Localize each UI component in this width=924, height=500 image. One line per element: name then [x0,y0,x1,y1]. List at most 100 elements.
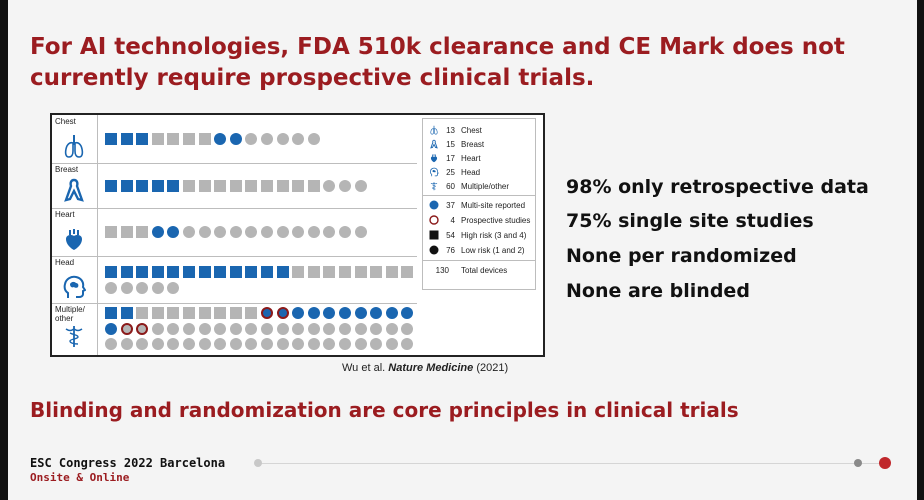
row-label: Breast [55,165,79,174]
device-marker [261,307,273,319]
device-marker [277,226,289,238]
device-marker [167,282,179,294]
device-marker [370,307,382,319]
device-marker [308,226,320,238]
device-marker [370,338,382,350]
device-marker [401,307,413,319]
legend-label: Multiple/other [461,182,510,191]
device-marker [323,180,335,192]
legend-label: Low risk (1 and 2) [461,246,525,255]
device-marker [245,338,257,350]
legend-item: 54 High risk (3 and 4) [423,229,535,243]
legend-count: 15 [446,140,455,149]
figure-legend: 13 Chest 15 Breast 17 Heart 25 Head 60 Multiple/o… [422,118,536,290]
device-marker [292,323,304,335]
progress-prev-dot [854,459,862,467]
legend-count: 130 [435,266,449,275]
device-marker [401,323,413,335]
row-label: Head [55,258,75,267]
legend-label: Total devices [461,266,508,275]
device-marker [214,180,226,192]
device-marker [183,226,195,238]
device-marker [121,180,133,192]
device-marker [183,307,195,319]
device-marker [105,323,117,335]
device-marker [152,266,164,278]
device-marker [105,133,117,145]
legend-count: 25 [446,168,455,177]
black-square-icon [429,230,439,240]
device-marker [308,266,320,278]
device-row-heart: Heart [52,208,417,257]
legend-label: Multi-site reported [461,201,526,210]
legend-item: 13 Chest [423,124,535,138]
device-marker [183,266,195,278]
device-marker [152,180,164,192]
device-marker [277,307,289,319]
legend-item: 37 Multi-site reported [423,199,535,213]
device-marker [121,226,133,238]
device-marker [355,307,367,319]
legend-count: 54 [446,231,455,240]
device-marker [386,266,398,278]
device-cells [105,115,417,163]
device-marker [105,282,117,294]
device-marker [401,266,413,278]
legend-label: High risk (3 and 4) [461,231,527,240]
device-marker [105,226,117,238]
legend-divider [423,260,535,261]
device-marker [339,323,351,335]
device-marker [152,226,164,238]
device-marker [245,180,257,192]
device-marker [136,323,148,335]
device-marker [230,266,242,278]
device-cells [105,256,417,303]
legend-item: 76 Low risk (1 and 2) [423,244,535,258]
core-principles-banner: Blinding and randomization are core prin… [30,398,739,422]
device-marker [199,323,211,335]
congress-name: ESC Congress 2022 Barcelona [30,456,226,470]
device-marker [292,338,304,350]
device-marker [167,338,179,350]
lungs-icon [429,125,439,135]
progress-start-dot [254,459,262,467]
device-marker [261,226,273,238]
device-marker [136,226,148,238]
legend-divider [423,195,535,196]
device-marker [261,133,273,145]
device-marker [277,133,289,145]
progress-current-dot[interactable] [879,457,891,469]
device-marker [214,226,226,238]
device-row-chest: Chest [52,115,417,164]
device-marker [167,226,179,238]
device-cells [105,163,417,208]
citation-authors: Wu et al. [342,362,386,374]
legend-label: Breast [461,140,485,149]
device-marker [105,266,117,278]
device-marker [121,307,133,319]
device-marker [292,133,304,145]
device-marker [261,180,273,192]
device-marker [308,338,320,350]
device-row-breast: Breast [52,163,417,209]
device-marker [183,133,195,145]
device-marker [339,307,351,319]
device-marker [121,133,133,145]
device-marker [230,133,242,145]
device-marker [370,323,382,335]
device-marker [167,266,179,278]
device-marker [292,266,304,278]
device-marker [308,323,320,335]
legend-label: Heart [461,154,481,163]
device-marker [308,180,320,192]
device-marker [230,226,242,238]
device-marker [199,133,211,145]
bullet-single-site: 75% single site studies [566,210,814,232]
device-marker [105,307,117,319]
device-marker [105,338,117,350]
heart-icon [62,226,86,252]
device-marker [214,323,226,335]
bullet-blinded: None are blinded [566,280,750,302]
device-marker [136,307,148,319]
device-marker [292,180,304,192]
